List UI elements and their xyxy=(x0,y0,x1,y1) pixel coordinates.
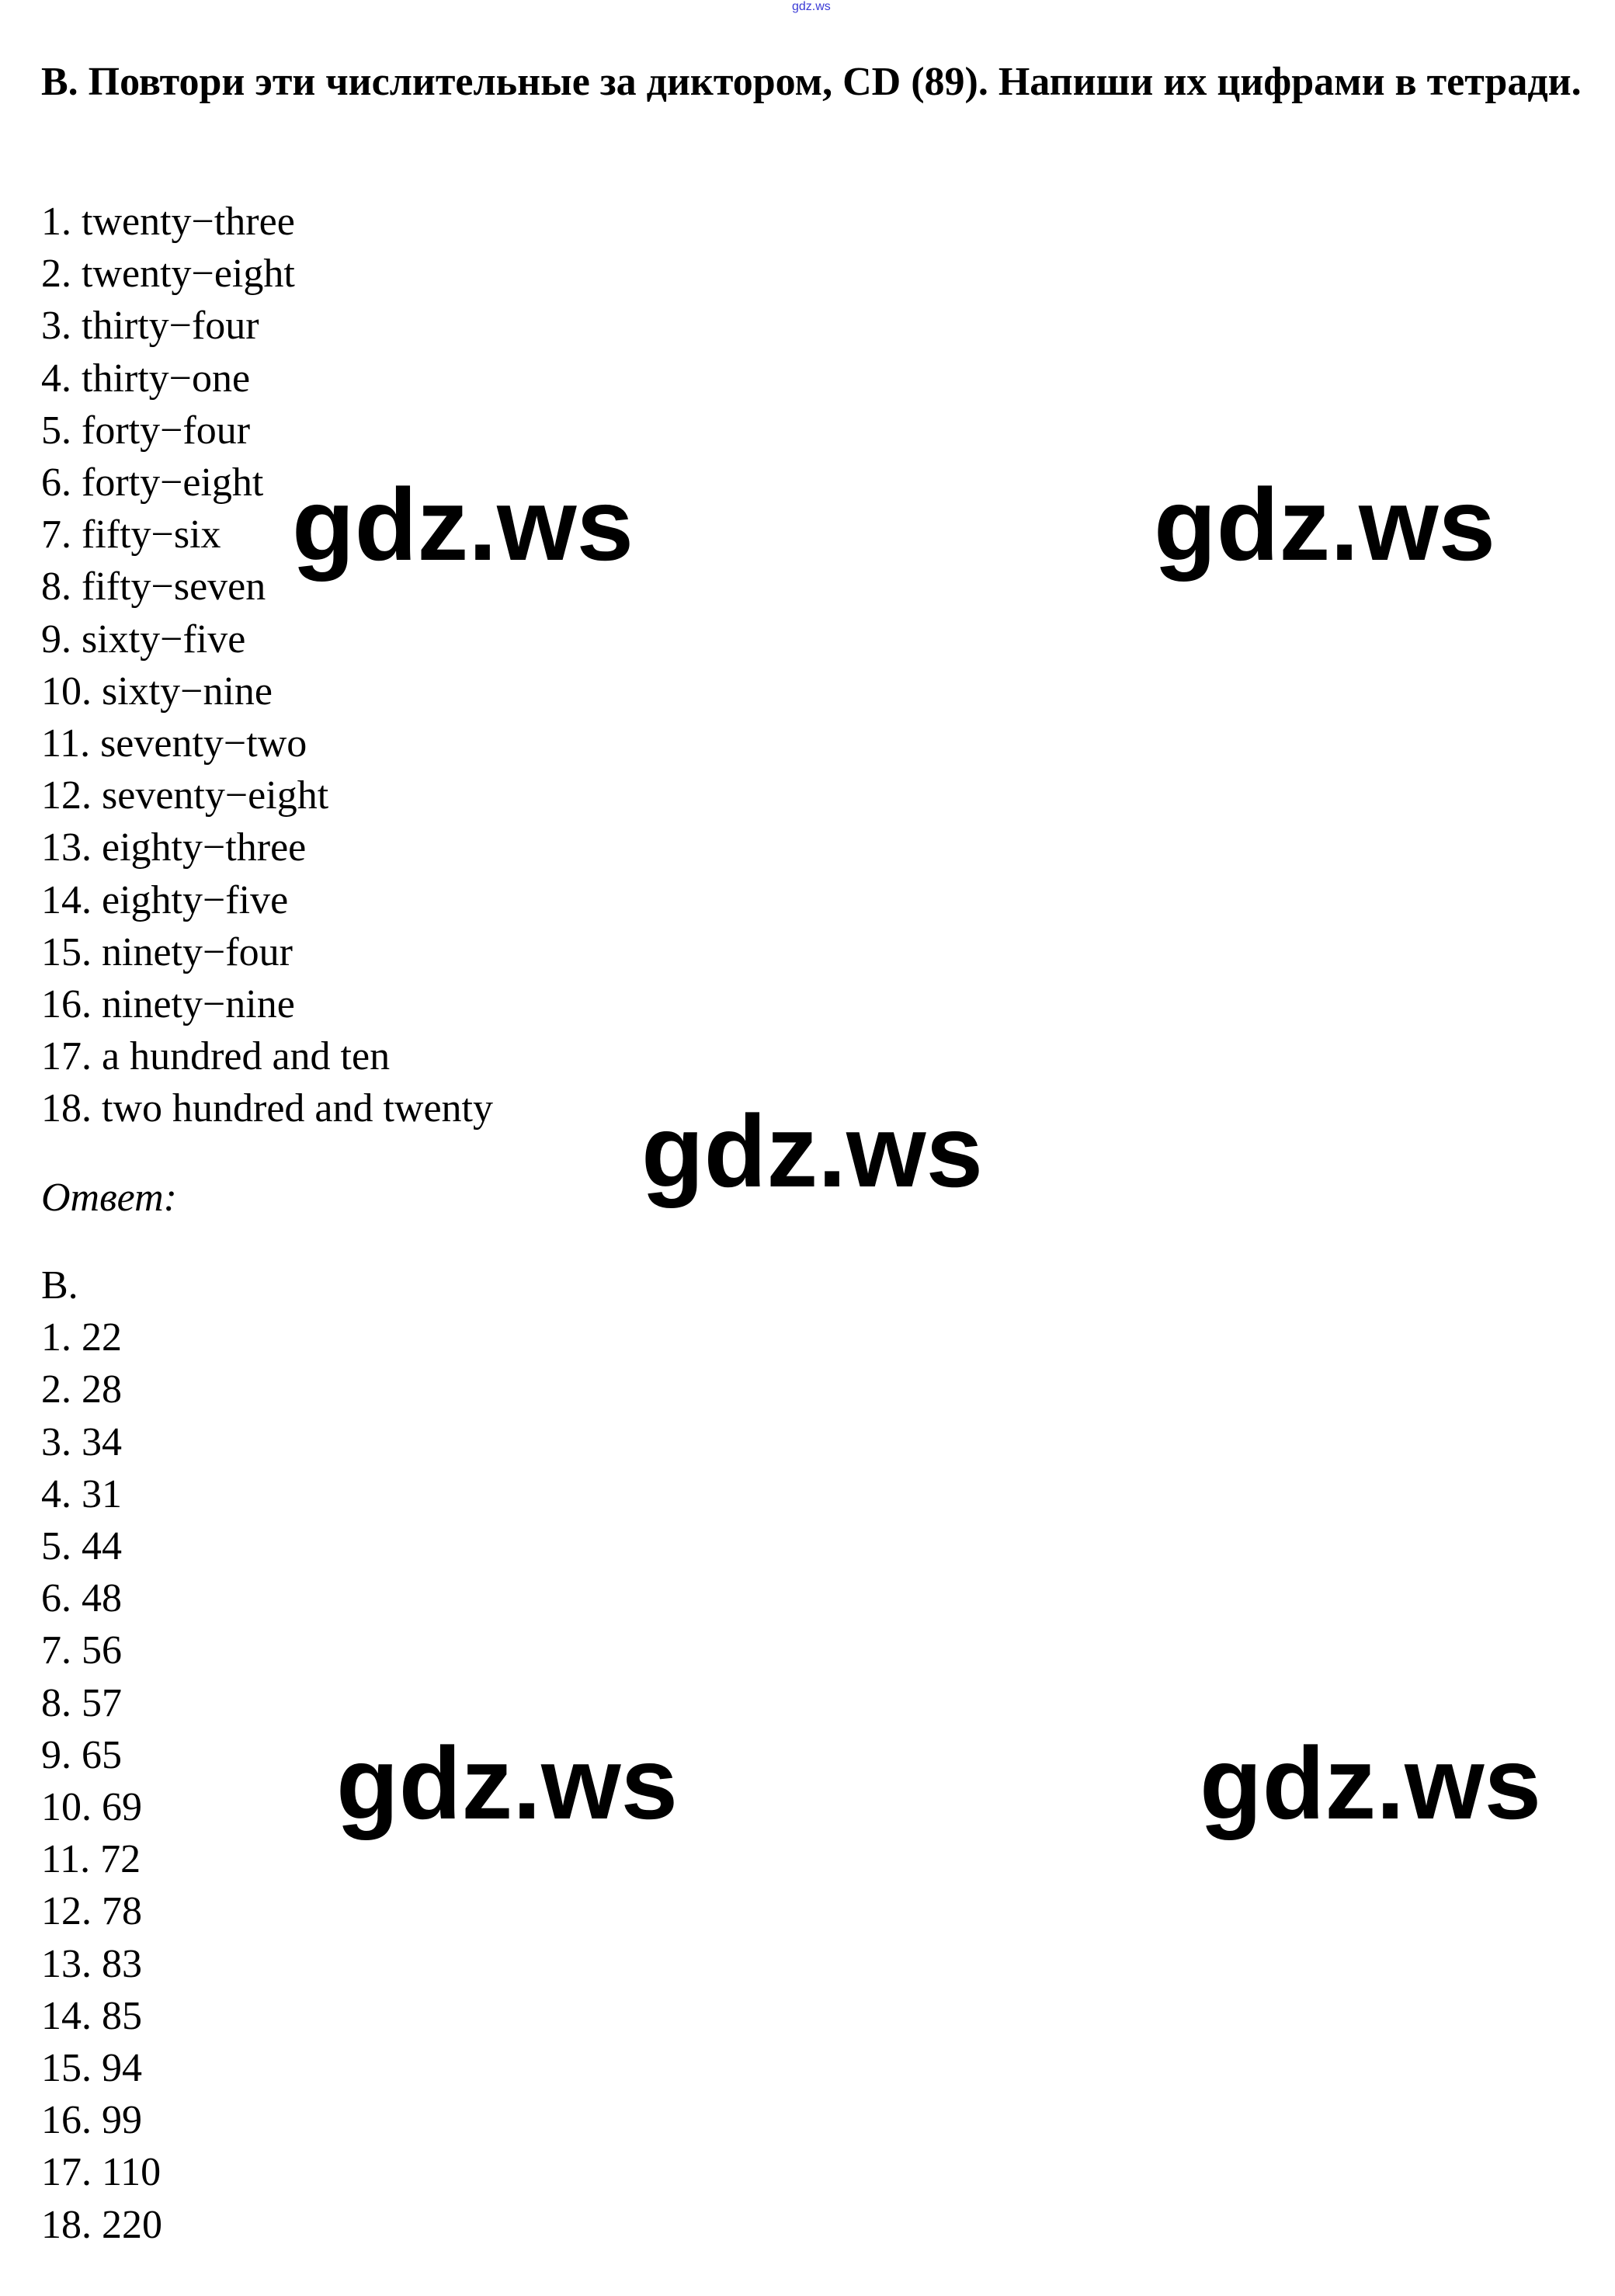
answer-item: 6. 48 xyxy=(41,1576,122,1621)
watermark: gdz.ws xyxy=(1154,467,1496,582)
question-list: 1. twenty−three 2. twenty−eight 3. thirt… xyxy=(41,196,493,1135)
top-watermark: gdz.ws xyxy=(792,0,831,13)
answer-heading: B. xyxy=(41,1263,78,1308)
list-item: 18. two hundred and twenty xyxy=(41,1086,494,1131)
list-item: 17. a hundred and ten xyxy=(41,1034,391,1079)
answer-item: 13. 83 xyxy=(41,1941,142,1986)
list-item: 16. ninety−nine xyxy=(41,982,295,1027)
watermark: gdz.ws xyxy=(1200,1726,1542,1840)
list-item: 11. seventy−two xyxy=(41,721,307,766)
list-item: 12. seventy−eight xyxy=(41,773,329,818)
watermark: gdz.ws xyxy=(336,1726,679,1840)
answer-item: 11. 72 xyxy=(41,1837,141,1882)
watermark: gdz.ws xyxy=(292,467,634,582)
answer-item: 9. 65 xyxy=(41,1732,122,1777)
list-item: 9. sixty−five xyxy=(41,617,246,662)
list-item: 7. fifty−six xyxy=(41,512,221,558)
answer-item: 3. 34 xyxy=(41,1419,122,1464)
list-item: 14. eighty−five xyxy=(41,877,289,922)
answer-item: 14. 85 xyxy=(41,1993,142,2038)
list-item: 4. thirty−one xyxy=(41,356,251,401)
answer-item: 16. 99 xyxy=(41,2098,142,2143)
list-item: 6. forty−eight xyxy=(41,460,264,505)
list-item: 8. fifty−seven xyxy=(41,564,266,610)
answer-item: 7. 56 xyxy=(41,1628,122,1673)
list-item: 2. twenty−eight xyxy=(41,252,295,297)
answer-item: 18. 220 xyxy=(41,2202,162,2247)
answer-item: 15. 94 xyxy=(41,2046,142,2091)
answer-item: 5. 44 xyxy=(41,1524,122,1569)
list-item: 3. thirty−four xyxy=(41,304,259,349)
answer-label: Ответ: xyxy=(41,1176,177,1220)
watermark: gdz.ws xyxy=(641,1094,984,1208)
answer-list: B. 1. 22 2. 28 3. 34 4. 31 5. 44 6. 48 7… xyxy=(41,1259,162,2251)
exercise-title: B. Повтори эти числительные за диктором,… xyxy=(41,60,1582,104)
answer-item: 2. 28 xyxy=(41,1367,122,1412)
answer-item: 8. 57 xyxy=(41,1680,122,1725)
answer-item: 10. 69 xyxy=(41,1785,142,1830)
list-item: 15. ninety−four xyxy=(41,929,293,974)
list-item: 5. forty−four xyxy=(41,408,251,453)
list-item: 10. sixty−nine xyxy=(41,669,273,714)
list-item: 13. eighty−three xyxy=(41,825,307,870)
answer-item: 1. 22 xyxy=(41,1315,122,1360)
answer-item: 4. 31 xyxy=(41,1471,122,1516)
answer-item: 17. 110 xyxy=(41,2150,162,2195)
answer-item: 12. 78 xyxy=(41,1889,142,1934)
list-item: 1. twenty−three xyxy=(41,200,295,244)
